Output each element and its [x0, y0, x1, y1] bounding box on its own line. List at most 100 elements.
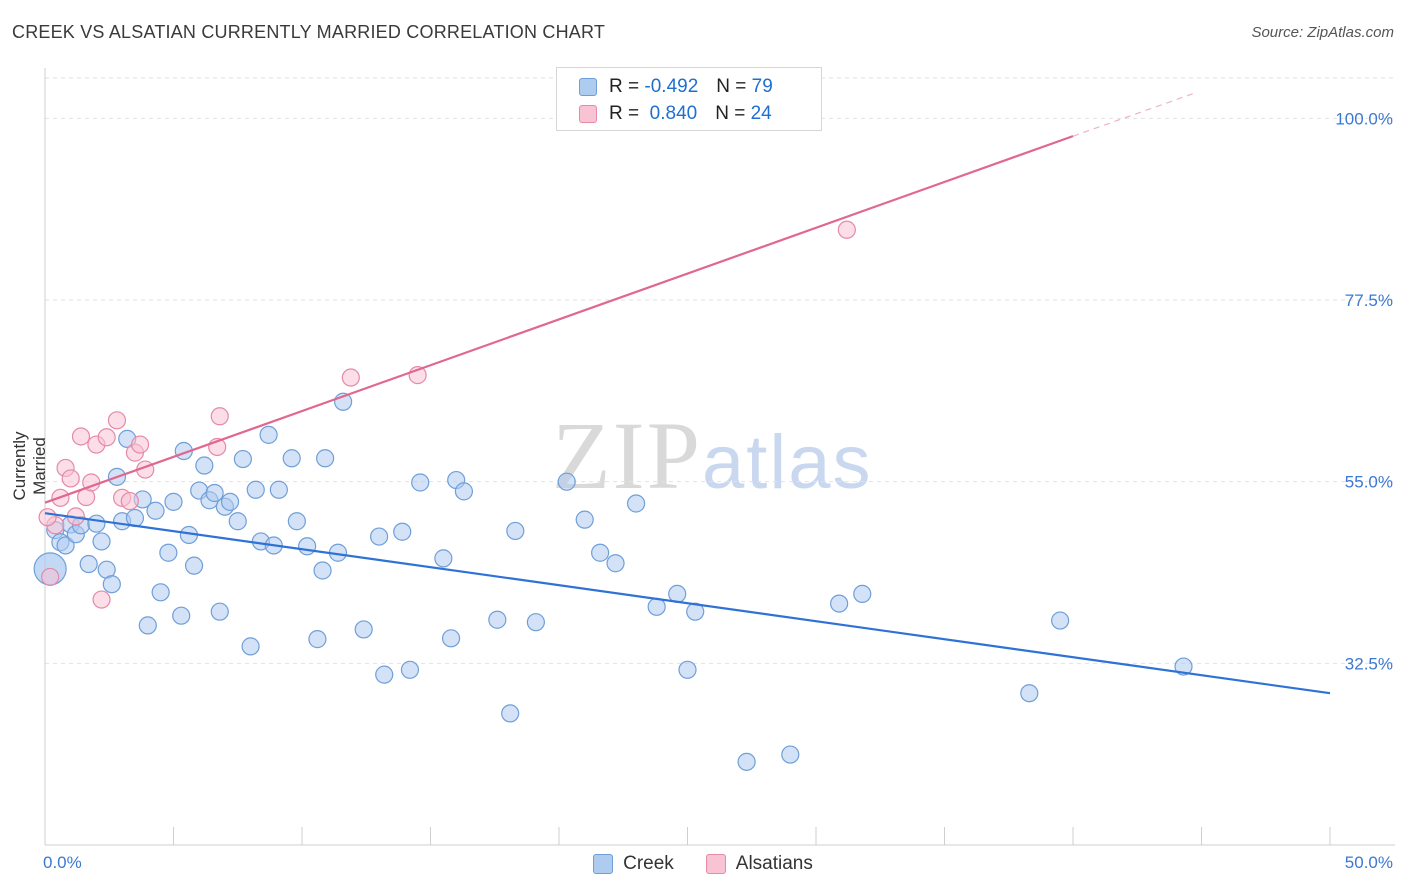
creek-point [575, 510, 594, 529]
y-axis-label: Currently Married [10, 431, 49, 501]
creek-point [92, 532, 111, 551]
creek-point [220, 492, 240, 511]
r-label: R = [609, 76, 640, 97]
creek-point [56, 536, 75, 555]
creek-point [488, 610, 507, 629]
legend: Creek Alsatians [0, 852, 1406, 876]
alsatians-point [38, 508, 57, 527]
creek-point [102, 575, 121, 594]
creek-point [282, 449, 301, 468]
creek-point [164, 492, 183, 511]
creek-point [205, 483, 224, 503]
alsatians-point [61, 469, 80, 488]
creek-point [233, 449, 252, 469]
creek-point [737, 752, 756, 771]
alsatians-point [341, 368, 360, 387]
n-label: N = [716, 76, 747, 97]
stats-row-creek: R = -0.492 N = 79 [579, 75, 773, 99]
alsatians-point [120, 491, 139, 511]
creek-point [441, 629, 461, 648]
y-tick-label: 55.0% [1345, 473, 1393, 492]
alsatians-point [837, 220, 856, 239]
stats-swatch-creek [579, 78, 597, 96]
stats-box: R = -0.492 N = 79 R = 0.840 N = 24 [556, 67, 822, 131]
legend-item-creek[interactable]: Creek [593, 853, 674, 875]
y-tick-label: 32.5% [1345, 654, 1393, 673]
creek-point [370, 527, 389, 546]
y-tick-label: 100.0% [1335, 109, 1393, 128]
creek-point [830, 594, 849, 613]
alsatians-point [130, 435, 150, 454]
legend-swatch-alsatians [705, 854, 726, 874]
creek-point [678, 660, 697, 679]
creek-point [434, 549, 453, 568]
creek-point [210, 602, 229, 621]
creek-point [506, 521, 525, 541]
alsatians-point [97, 428, 116, 447]
creek-point [146, 501, 165, 520]
y-tick-label: 77.5% [1345, 291, 1393, 310]
alsatians-point [71, 427, 91, 446]
creek-point [606, 554, 625, 573]
creek-point [411, 473, 430, 492]
creek-point [454, 482, 474, 501]
creek-point [1174, 657, 1193, 676]
legend-label-creek: Creek [623, 853, 674, 874]
creek-point [287, 512, 306, 531]
alsatians-point [92, 590, 111, 609]
creek-point [246, 480, 265, 499]
creek-point [316, 449, 335, 468]
stats-swatch-alsatians [579, 105, 597, 123]
alsatians-point [107, 411, 127, 430]
alsatians-trend-line [44, 135, 1074, 504]
watermark-atlas: atlas [702, 420, 873, 505]
creek-point [501, 704, 520, 723]
creek-point [241, 637, 260, 656]
x-tick-label: 0.0% [43, 853, 82, 872]
creek-point [313, 561, 332, 580]
creek-point [172, 606, 191, 625]
legend-label-alsatians: Alsatians [735, 853, 813, 874]
creek-point [393, 522, 412, 541]
creek-point [375, 665, 394, 684]
alsatians-trend-extension [1072, 91, 1197, 137]
x-tick-label: 50.0% [1345, 853, 1393, 872]
stats-row-alsatians: R = 0.840 N = 24 [579, 102, 772, 126]
creek-point [184, 556, 204, 575]
n-value: 24 [750, 103, 772, 124]
source-credit: Source: ZipAtlas.com [1251, 24, 1394, 41]
creek-point [781, 745, 800, 764]
creek-point [259, 425, 278, 444]
creek-point [298, 537, 317, 556]
watermark: ZIPatlas [552, 400, 873, 511]
creek-point [647, 597, 666, 616]
creek-point [159, 543, 178, 562]
r-value: -0.492 [644, 76, 699, 97]
creek-point [354, 620, 373, 639]
creek-point [526, 613, 545, 632]
chart-title: CREEK VS ALSATIAN CURRENTLY MARRIED CORR… [12, 22, 606, 42]
creek-point [591, 543, 610, 562]
n-label: N = [715, 103, 746, 124]
creek-point [269, 480, 288, 499]
creek-point [557, 472, 576, 491]
creek-point [1051, 611, 1070, 630]
alsatians-point [210, 407, 229, 426]
creek-point [853, 584, 872, 604]
creek-point [400, 660, 420, 679]
watermark-zip: ZIP [552, 402, 702, 509]
creek-point [79, 554, 98, 574]
r-label: R = [609, 103, 640, 124]
creek-point [87, 514, 106, 533]
r-value: 0.840 [644, 103, 698, 124]
creek-point [626, 494, 646, 513]
creek-trend-line [44, 512, 1331, 695]
legend-item-alsatians[interactable]: Alsatians [705, 853, 813, 875]
legend-swatch-creek [593, 854, 614, 874]
creek-point [151, 583, 170, 602]
creek-point [1020, 684, 1039, 703]
creek-point [195, 456, 214, 475]
creek-point [308, 630, 327, 649]
creek-point [138, 616, 157, 635]
